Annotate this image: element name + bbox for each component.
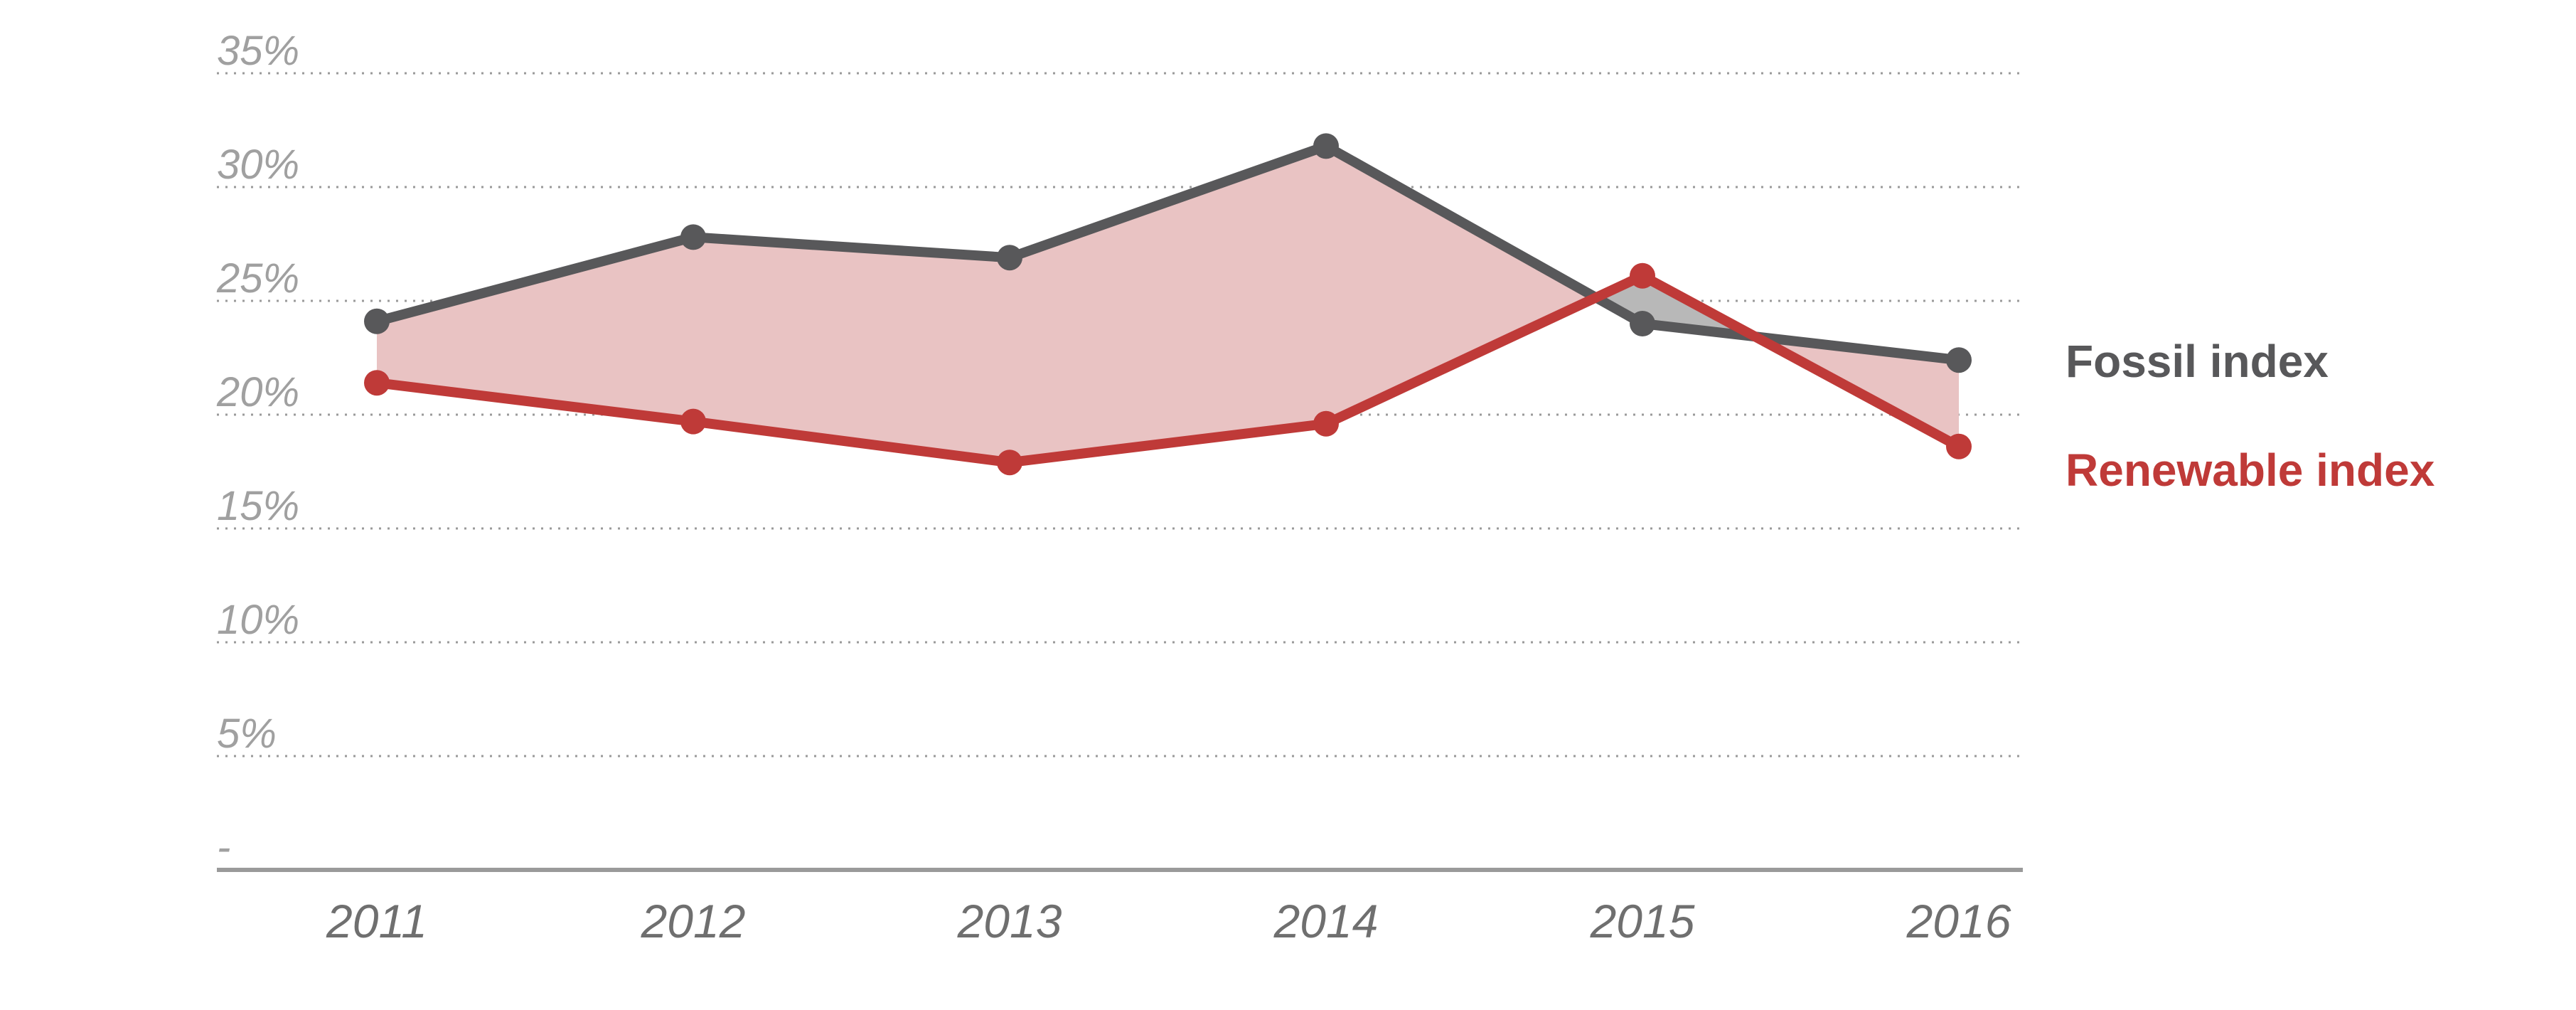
fossil-point — [364, 308, 390, 334]
fill-region — [1010, 146, 1326, 463]
fill-region — [377, 237, 693, 422]
x-tick-label: 2012 — [641, 895, 746, 947]
series-lines — [372, 141, 1964, 468]
y-tick-label: - — [217, 824, 230, 871]
y-axis-ticks: - 5% 10% 15% 20% 25% 30% 35% — [216, 28, 299, 871]
y-tick-label: 10% — [217, 597, 299, 643]
fill-region — [693, 237, 1010, 463]
y-tick-label: 20% — [216, 369, 299, 415]
x-tick-label: 2013 — [957, 895, 1062, 947]
x-tick-label: 2016 — [1906, 895, 2011, 947]
fossil-point — [680, 224, 706, 250]
renewable-point — [1630, 262, 1655, 289]
fossil-point — [1630, 311, 1655, 336]
legend-renewable-label: Renewable index — [2065, 445, 2435, 496]
renewable-point — [1946, 433, 1972, 459]
difference-fill — [377, 146, 1959, 463]
x-tick-label: 2011 — [326, 895, 427, 947]
legend-fossil-label: Fossil index — [2065, 336, 2329, 387]
fossil-point — [997, 245, 1022, 271]
fill-region — [1326, 146, 1596, 424]
y-tick-label: 15% — [217, 483, 299, 529]
renewable-point — [680, 408, 706, 435]
y-tick-label: 25% — [216, 255, 299, 302]
y-tick-label: 35% — [217, 28, 299, 74]
fossil-point — [1313, 133, 1339, 159]
renewable-series-line — [372, 270, 1964, 468]
x-tick-label: 2015 — [1590, 895, 1695, 947]
renewable-point — [364, 370, 390, 396]
fossil-point — [1946, 347, 1972, 373]
x-axis-ticks: 2011 2012 2013 2014 2015 2016 — [326, 895, 2011, 947]
fossil-series-line — [372, 141, 1964, 366]
series-points — [364, 133, 1972, 476]
y-tick-label: 5% — [217, 711, 277, 757]
renewable-point — [1313, 410, 1339, 437]
renewable-point — [997, 450, 1022, 476]
legend: Fossil index Renewable index — [2065, 336, 2435, 496]
y-tick-label: 30% — [217, 142, 299, 188]
x-tick-label: 2014 — [1273, 895, 1379, 947]
